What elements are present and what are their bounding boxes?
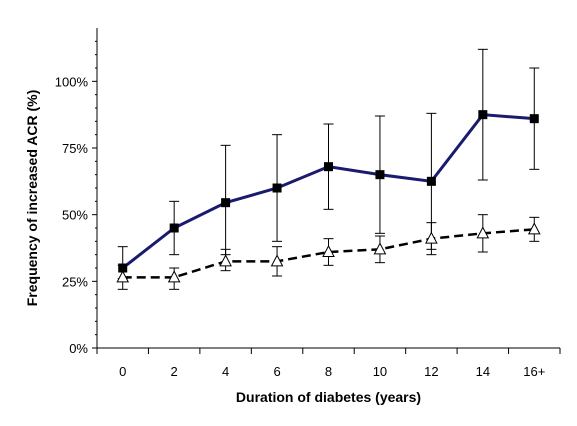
data-point-triangle xyxy=(270,254,284,267)
y-tick-label: 100% xyxy=(55,74,89,89)
series-markers xyxy=(116,110,541,283)
data-point-square xyxy=(375,170,385,180)
data-point-triangle xyxy=(219,254,232,267)
x-tick-label: 16+ xyxy=(523,364,545,379)
y-tick-label: 75% xyxy=(62,141,88,156)
x-tick-label: 0 xyxy=(119,364,126,379)
y-axis-title: Frequency of increased ACR (%) xyxy=(24,90,40,307)
x-tick-label: 6 xyxy=(273,364,280,379)
data-point-triangle xyxy=(116,270,130,283)
data-point-square xyxy=(272,183,282,193)
x-tick-label: 12 xyxy=(424,364,438,379)
data-point-triangle xyxy=(322,244,335,257)
data-point-triangle xyxy=(527,222,541,235)
data-point-square xyxy=(221,198,231,208)
x-tick-label: 2 xyxy=(171,364,178,379)
axes xyxy=(92,28,561,354)
data-point-square xyxy=(324,162,333,172)
x-tick-label: 4 xyxy=(222,364,229,379)
x-tick-label: 8 xyxy=(325,364,332,379)
x-axis-title: Duration of diabetes (years) xyxy=(236,389,421,405)
data-point-square xyxy=(529,114,539,124)
y-tick-label: 50% xyxy=(62,208,88,223)
data-point-triangle xyxy=(476,226,490,239)
x-tick-label: 10 xyxy=(373,364,387,379)
data-point-triangle xyxy=(373,242,387,255)
x-tick-label: 14 xyxy=(476,364,490,379)
data-point-square xyxy=(478,110,488,120)
data-point-triangle xyxy=(167,270,181,283)
tick-labels: 0% 25% 50% 75% 100% 0 2 4 6 8 10 12 14 16+ xyxy=(55,74,546,379)
data-point-square xyxy=(426,176,436,186)
y-tick-label: 0% xyxy=(69,341,88,356)
data-point-triangle xyxy=(425,231,438,244)
data-point-square xyxy=(169,223,179,233)
y-tick-label: 25% xyxy=(62,274,88,289)
